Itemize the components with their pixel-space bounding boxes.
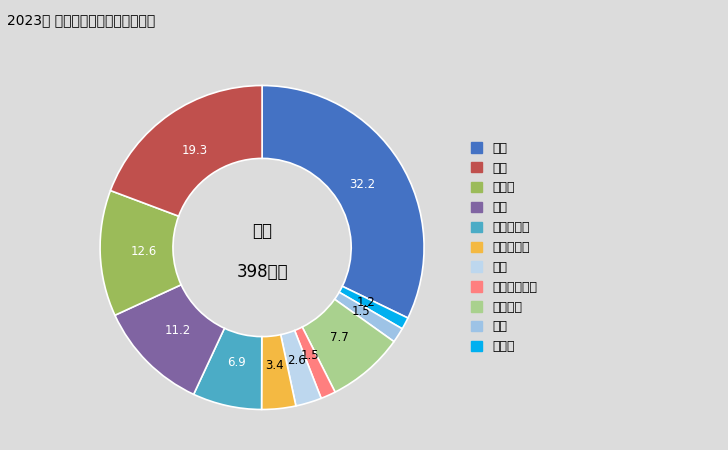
Wedge shape (281, 330, 321, 406)
Wedge shape (339, 286, 408, 329)
Wedge shape (261, 335, 296, 410)
Text: 7.7: 7.7 (330, 331, 349, 344)
Text: 1.5: 1.5 (301, 349, 320, 362)
Text: 2023年 輸入相手国のシェア（％）: 2023年 輸入相手国のシェア（％） (7, 14, 156, 27)
Text: 総額: 総額 (252, 222, 272, 240)
Text: 1.2: 1.2 (357, 297, 376, 310)
Text: 11.2: 11.2 (165, 324, 191, 338)
Legend: 中国, 米国, ドイツ, 韓国, マレーシア, フィリピン, 台湾, オーストリア, フランス, 豪州, その他: 中国, 米国, ドイツ, 韓国, マレーシア, フィリピン, 台湾, オーストリ… (471, 142, 537, 353)
Text: 12.6: 12.6 (131, 245, 157, 258)
Wedge shape (111, 86, 262, 216)
Wedge shape (100, 190, 181, 315)
Wedge shape (262, 86, 424, 318)
Text: 3.4: 3.4 (265, 359, 284, 372)
Text: 398億円: 398億円 (237, 263, 288, 281)
Wedge shape (295, 327, 335, 398)
Wedge shape (335, 292, 402, 342)
Wedge shape (115, 285, 224, 394)
Wedge shape (194, 328, 262, 410)
Wedge shape (302, 299, 394, 392)
Text: 19.3: 19.3 (182, 144, 207, 157)
Text: 6.9: 6.9 (227, 356, 245, 369)
Text: 2.6: 2.6 (287, 354, 306, 367)
Text: 32.2: 32.2 (349, 178, 376, 191)
Text: 1.5: 1.5 (352, 305, 371, 318)
